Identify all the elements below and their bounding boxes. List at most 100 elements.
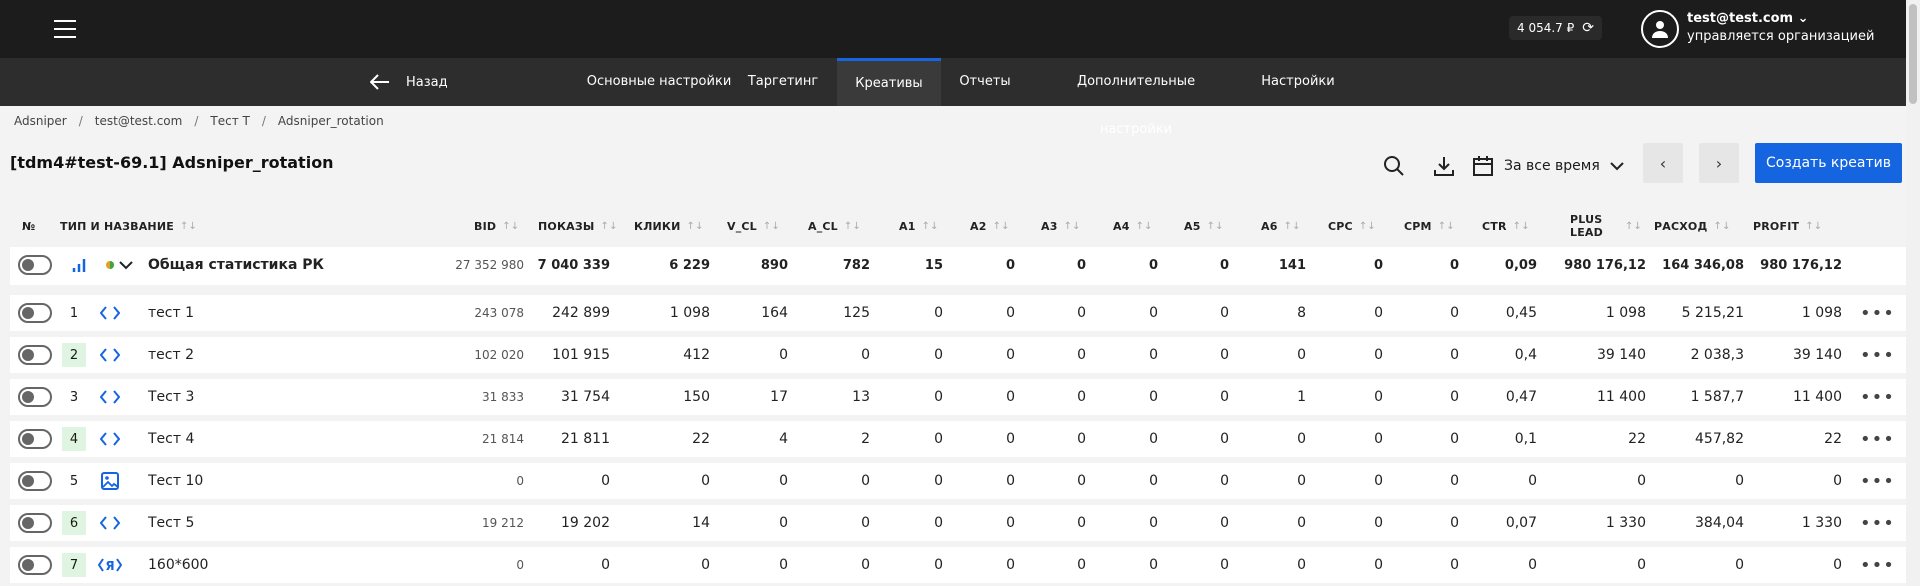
- cell-cpc: 0: [1374, 389, 1383, 405]
- col-a4[interactable]: A4 ↑↓: [1113, 219, 1153, 233]
- balance-badge[interactable]: 4 054.7 ₽ ⟳: [1509, 16, 1602, 40]
- row-toggle[interactable]: [18, 345, 52, 365]
- row-toggle[interactable]: [18, 303, 52, 323]
- breadcrumb-item[interactable]: Adsniper: [14, 114, 67, 128]
- table-row[interactable]: 5 Тест 10 0 0 0 0 0 0 0 0 0 0 0 0 0 0 0 0 0 •••: [10, 463, 1906, 499]
- next-button[interactable]: ›: [1699, 143, 1739, 183]
- col-clicks[interactable]: КЛИКИ ↑↓: [634, 219, 704, 233]
- col-cpm[interactable]: CPM ↑↓: [1404, 219, 1455, 233]
- summary-shows: 7 040 339: [537, 257, 610, 273]
- cell-plus-lead: 0: [1637, 473, 1646, 489]
- tab-main-settings[interactable]: Основные настройки: [586, 74, 732, 89]
- row-name[interactable]: Тест 5: [148, 515, 195, 531]
- summary-a1: 15: [924, 257, 943, 273]
- col-v-cl[interactable]: V_CL ↑↓: [727, 219, 781, 233]
- col-a1[interactable]: A1 ↑↓: [899, 219, 939, 233]
- search-icon[interactable]: [1380, 146, 1408, 186]
- row-name[interactable]: 160*600: [148, 557, 209, 573]
- col-bid[interactable]: BID ↑↓: [474, 219, 520, 233]
- table-row[interactable]: 6 Тест 5 19 212 19 202 14 0 0 0 0 0 0 0 0 0 0 0,07 1 330…: [10, 505, 1906, 541]
- summary-v-cl: 890: [760, 257, 788, 273]
- more-icon[interactable]: •••: [1860, 428, 1895, 450]
- tab-settings[interactable]: Настройки: [1261, 74, 1335, 89]
- user-menu[interactable]: test@test.com ⌄ управляется организацией: [1687, 11, 1874, 44]
- more-icon[interactable]: •••: [1860, 512, 1895, 534]
- row-name[interactable]: тест 1: [148, 305, 194, 321]
- col-a2[interactable]: A2 ↑↓: [970, 219, 1010, 233]
- cell-profit: 1 098: [1801, 305, 1842, 321]
- row-toggle[interactable]: [18, 471, 52, 491]
- col-name[interactable]: ТИП И НАЗВАНИЕ ↑↓: [60, 219, 198, 233]
- refresh-icon[interactable]: ⟳: [1582, 20, 1594, 36]
- tab-reports[interactable]: Отчеты: [959, 74, 1011, 89]
- period-label: За все время: [1504, 158, 1600, 174]
- cell-a3: 0: [1077, 347, 1086, 363]
- tab-creatives[interactable]: Креативы: [837, 58, 941, 106]
- summary-a6: 141: [1278, 257, 1306, 273]
- menu-icon[interactable]: [54, 20, 76, 38]
- summary-toggle[interactable]: [18, 255, 52, 275]
- cell-clicks: 14: [692, 515, 710, 531]
- balance-value: 4 054.7 ₽: [1517, 21, 1575, 35]
- col-profit[interactable]: PROFIT ↑↓: [1753, 219, 1823, 233]
- tab-targeting[interactable]: Таргетинг: [747, 74, 819, 89]
- col-expense[interactable]: РАСХОД ↑↓: [1654, 219, 1731, 233]
- table-row[interactable]: 7 Я 160*600 0 0 0 0 0 0 0 0 0 0 0 0 0 0 0 0 0 •••: [10, 547, 1906, 583]
- col-a6[interactable]: A6 ↑↓: [1261, 219, 1301, 233]
- breadcrumb-item[interactable]: test@test.com: [94, 114, 183, 128]
- prev-button[interactable]: ‹: [1643, 143, 1683, 183]
- cell-shows: 31 754: [561, 389, 610, 405]
- back-button[interactable]: Назад: [370, 58, 448, 106]
- period-select[interactable]: За все время: [1472, 146, 1624, 186]
- cell-cpm: 0: [1450, 389, 1459, 405]
- col-a3[interactable]: A3 ↑↓: [1041, 219, 1081, 233]
- download-icon[interactable]: [1430, 146, 1458, 186]
- cell-shows: 0: [601, 473, 610, 489]
- row-toggle[interactable]: [18, 387, 52, 407]
- cell-bid: 19 212: [482, 516, 524, 530]
- row-index: 1: [69, 305, 79, 321]
- row-toggle[interactable]: [18, 429, 52, 449]
- summary-ctr: 0,09: [1504, 257, 1537, 273]
- more-icon[interactable]: •••: [1860, 386, 1895, 408]
- table-row[interactable]: 3 Тест 3 31 833 31 754 150 17 13 0 0 0 0 0 1 0 0 0,47 11…: [10, 379, 1906, 415]
- more-icon[interactable]: •••: [1860, 344, 1895, 366]
- user-org: управляется организацией: [1687, 29, 1875, 44]
- table-row[interactable]: 2 тест 2 102 020 101 915 412 0 0 0 0 0 0 0 0 0 0 0,4 39 …: [10, 337, 1906, 373]
- cell-a1: 0: [934, 473, 943, 489]
- breadcrumb-item[interactable]: Тест Т: [210, 114, 250, 128]
- code-icon: [98, 427, 122, 451]
- stats-icon: [68, 253, 92, 277]
- cell-ctr: 0: [1528, 557, 1537, 573]
- col-plus-lead[interactable]: PLUS LEAD ↑↓: [1570, 213, 1643, 239]
- more-icon[interactable]: •••: [1860, 470, 1895, 492]
- table-row[interactable]: 4 Тест 4 21 814 21 811 22 4 2 0 0 0 0 0 0 0 0 0,1 22 457,…: [10, 421, 1906, 457]
- col-a5[interactable]: A5 ↑↓: [1184, 219, 1224, 233]
- tab-advanced-settings[interactable]: Дополнительные настройки: [1076, 74, 1196, 137]
- cell-plus-lead: 39 140: [1597, 347, 1646, 363]
- page-scrollbar[interactable]: [1906, 0, 1920, 586]
- row-toggle[interactable]: [18, 513, 52, 533]
- create-creative-button[interactable]: Создать креатив: [1755, 143, 1902, 183]
- row-name[interactable]: Тест 4: [148, 431, 195, 447]
- more-icon[interactable]: •••: [1860, 302, 1895, 324]
- more-icon[interactable]: •••: [1860, 554, 1895, 576]
- row-toggle[interactable]: [18, 555, 52, 575]
- row-name[interactable]: Тест 10: [148, 473, 204, 489]
- page-title: [tdm4#test-69.1] Adsniper_rotation: [10, 153, 334, 172]
- cell-a2: 0: [1006, 347, 1015, 363]
- col-a-cl[interactable]: A_CL ↑↓: [808, 219, 862, 233]
- cell-profit: 0: [1833, 473, 1842, 489]
- cell-cpc: 0: [1374, 473, 1383, 489]
- row-name[interactable]: тест 2: [148, 347, 194, 363]
- col-shows[interactable]: ПОКАЗЫ ↑↓: [538, 219, 618, 233]
- row-name[interactable]: Тест 3: [148, 389, 195, 405]
- avatar[interactable]: [1641, 10, 1679, 48]
- col-ctr[interactable]: CTR ↑↓: [1482, 219, 1530, 233]
- cell-clicks: 0: [701, 557, 710, 573]
- code-icon: [98, 385, 122, 409]
- col-cpc[interactable]: CPC ↑↓: [1328, 219, 1376, 233]
- cell-cpc: 0: [1374, 305, 1383, 321]
- expand-chevron-icon[interactable]: [114, 253, 138, 277]
- table-row[interactable]: 1 тест 1 243 078 242 899 1 098 164 125 0 0 0 0 0 8 0 0…: [10, 295, 1906, 331]
